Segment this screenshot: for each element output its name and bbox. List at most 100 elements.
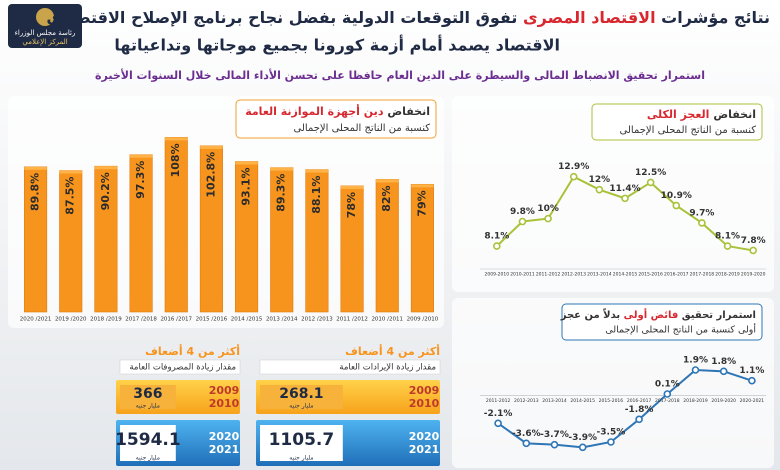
x-tick-label: 2019 /2020: [55, 317, 87, 323]
value-label: 102.8%: [204, 152, 217, 198]
x-tick-label: 2015 /2016: [196, 317, 228, 323]
value-label: 12.5%: [635, 168, 666, 178]
x-tick-label: 2015-2016: [599, 398, 624, 404]
value-label: 108%: [169, 143, 182, 177]
callout-unit: مليار جنيه: [289, 455, 313, 462]
value-label: 11.4%: [609, 184, 640, 194]
bar-cap: [24, 166, 47, 170]
x-tick-label: 2020 /2021: [20, 317, 52, 323]
callout-amount: 366: [133, 386, 162, 402]
x-tick-label: 2015-2016: [638, 272, 663, 278]
title-line2: الاقتصاد يصمد أمام أزمة كورونا بجميع موج…: [114, 35, 560, 55]
callout-amount: 1594.1: [115, 430, 181, 450]
x-tick-label: 2018-2019: [715, 272, 740, 278]
x-tick-label: 2010-2011: [510, 272, 535, 278]
marker: [522, 439, 531, 448]
marker: [719, 367, 728, 376]
callout-caption-box: [259, 359, 441, 375]
bar-cap: [164, 137, 188, 141]
callout-period: 2010: [209, 397, 240, 410]
x-tick-label: 2016-2017: [664, 272, 689, 278]
value-label: 90.2%: [99, 172, 112, 210]
chart-title-part: بدلاً من عجز: [560, 308, 620, 321]
callout-amount-box: [120, 385, 176, 409]
x-tick-label: 2014-2015: [613, 272, 638, 278]
value-label: 89.8%: [29, 173, 42, 211]
value-label: 8.1%: [484, 232, 509, 242]
marker: [646, 178, 655, 187]
bar-cap: [129, 154, 153, 158]
marker: [494, 419, 502, 428]
value-label: 0.1%: [655, 380, 680, 390]
marker: [550, 440, 559, 449]
chart-title-highlight: دين أجهزة الموازنة العامة: [245, 104, 384, 118]
value-label: 82%: [380, 185, 393, 211]
value-label: 93.1%: [240, 167, 253, 205]
callout-caption-box: [119, 359, 241, 375]
chart-title-box: [235, 99, 437, 139]
x-tick-label: 2017-2018: [690, 272, 715, 278]
value-label: 12%: [589, 175, 611, 185]
marker: [663, 390, 672, 398]
logo: رئاسة مجلس الوزراء المركز الإعلامي: [8, 4, 82, 48]
chart-title-part: انخفاض: [713, 108, 756, 121]
callout-period: 2009: [409, 384, 440, 397]
x-tick-label: 2014-2015: [570, 398, 595, 404]
chart-subtitle: كنسبة من الناتج المحلى الإجمالى: [620, 125, 757, 136]
logo-emblem: [36, 8, 54, 26]
x-tick-label: 2017 /2018: [125, 317, 157, 323]
x-tick-label: 2011-2012: [486, 398, 511, 404]
marker: [544, 214, 552, 223]
marker: [635, 415, 643, 424]
bar-cap: [200, 145, 223, 149]
value-label: 97.3%: [134, 161, 147, 199]
x-tick-label: 2016-2017: [627, 398, 652, 404]
bar-cap: [270, 167, 294, 171]
callout-period: 2021: [209, 443, 240, 456]
callout-period: 2009: [209, 384, 240, 397]
callout-caption: مقدار زيادة الإيرادات العامة: [339, 363, 436, 373]
marker: [749, 246, 757, 255]
callout-headline: أكثر من 4 أضعاف: [345, 344, 440, 358]
value-label: -2.1%: [484, 409, 513, 419]
chart-title-part: انخفاض: [387, 105, 430, 118]
bar-cap: [375, 179, 399, 183]
value-label: 9.7%: [689, 208, 714, 218]
marker: [578, 443, 587, 452]
chart-title-highlight: فائض أولى: [624, 308, 679, 321]
marker: [569, 172, 578, 181]
value-label: 87.5%: [64, 177, 77, 215]
x-tick-label: 2019-2020: [711, 398, 736, 404]
value-label: 78%: [345, 192, 358, 218]
value-label: 8.1%: [715, 232, 740, 242]
callout-period: 2020: [209, 430, 240, 443]
value-label: 89.3%: [275, 174, 288, 212]
bar-cap: [411, 184, 434, 188]
value-label: 1.9%: [683, 356, 708, 366]
value-label: 10.9%: [661, 191, 692, 201]
logo-text: المركز الإعلامي: [22, 38, 67, 46]
value-label: 9.8%: [510, 207, 535, 217]
value-label: 88.1%: [310, 176, 323, 214]
callout-amount-box: [260, 425, 343, 461]
x-tick-label: 2016 /2017: [160, 317, 192, 323]
callout-unit: مليار جنيه: [136, 403, 160, 410]
bar-cap: [94, 166, 118, 170]
x-tick-label: 2010 /2011: [371, 317, 403, 323]
value-label: 7.8%: [741, 236, 766, 246]
marker: [518, 217, 527, 226]
value-label: 79%: [415, 190, 428, 216]
value-label: 12.9%: [558, 162, 589, 172]
marker: [691, 366, 700, 374]
chart-title-part: استمرار تحقيق: [682, 310, 756, 321]
title-part: نتائج مؤشرات: [661, 8, 770, 27]
value-label: 1.8%: [711, 357, 736, 367]
x-tick-label: 2009-2010: [485, 272, 510, 278]
x-tick-label: 2020-2021: [740, 398, 765, 404]
title-part: تفوق التوقعات الدولية بفضل نجاح برنامج ا…: [46, 8, 517, 27]
chart-title-box: [561, 303, 763, 341]
x-tick-label: 2014 /2015: [231, 317, 263, 323]
bar-cap: [305, 169, 329, 173]
x-tick-label: 2012 /2013: [301, 317, 333, 323]
